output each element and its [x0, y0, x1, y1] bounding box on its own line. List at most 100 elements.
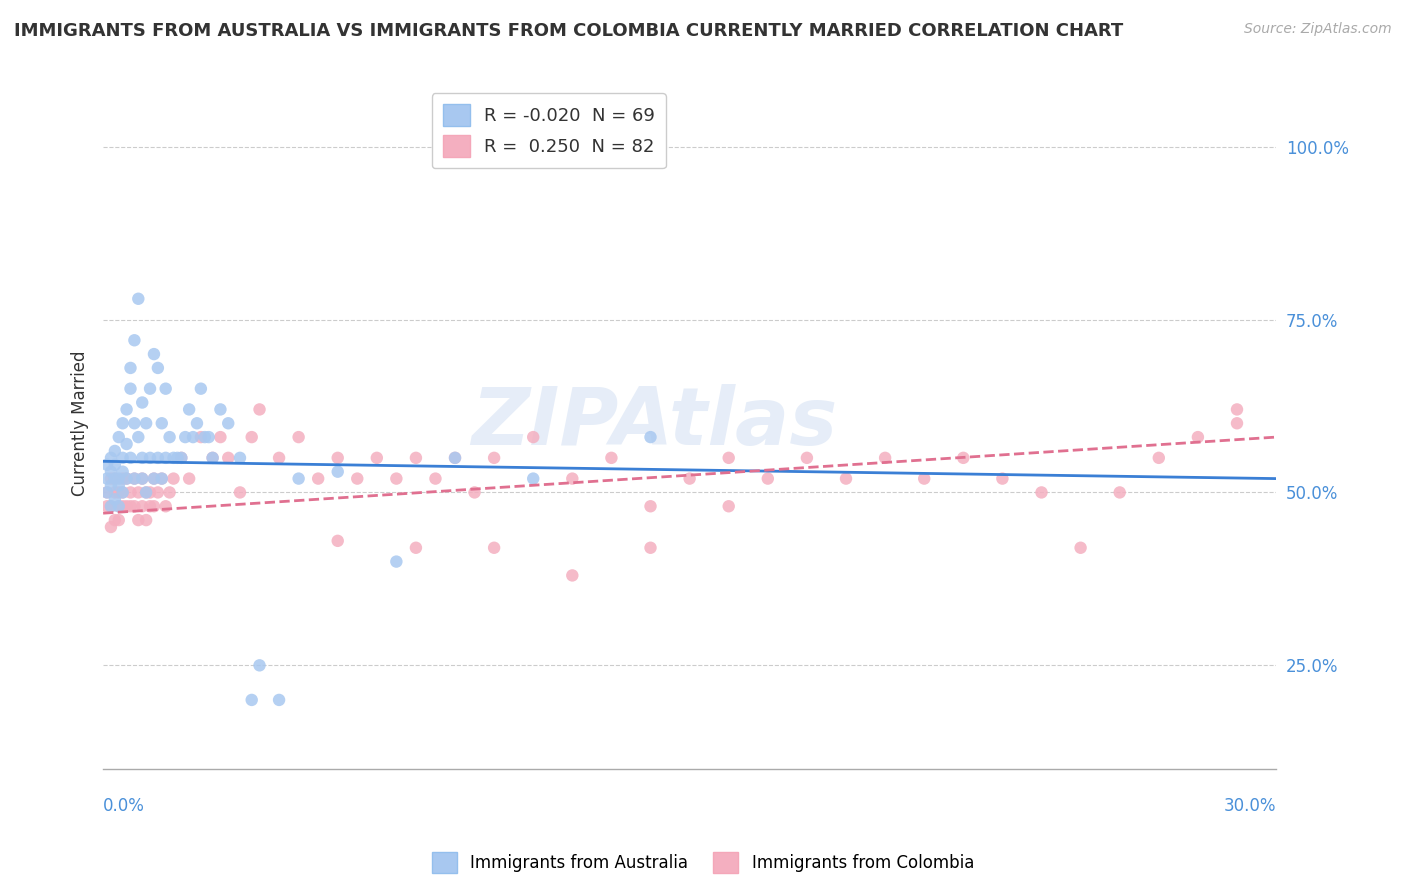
Point — [150, 417, 173, 431]
Point — [155, 500, 177, 514]
Point — [135, 485, 157, 500]
Point — [600, 450, 623, 465]
Point — [1108, 485, 1130, 500]
Point — [405, 541, 427, 555]
Point — [111, 485, 134, 500]
Point — [104, 485, 127, 500]
Point — [385, 555, 408, 569]
Point — [326, 533, 349, 548]
Point — [217, 450, 239, 465]
Point — [139, 500, 162, 514]
Point — [104, 444, 127, 458]
Point — [194, 430, 217, 444]
Point — [155, 450, 177, 465]
Point — [96, 500, 118, 514]
Point — [124, 472, 146, 486]
Point — [100, 500, 122, 514]
Text: 30.0%: 30.0% — [1223, 797, 1277, 814]
Point — [952, 450, 974, 465]
Point — [1070, 541, 1092, 555]
Point — [209, 430, 232, 444]
Point — [100, 450, 122, 465]
Point — [104, 513, 127, 527]
Point — [131, 472, 153, 486]
Point — [159, 430, 181, 444]
Point — [131, 500, 153, 514]
Point — [107, 485, 129, 500]
Point — [179, 402, 201, 417]
Point — [190, 430, 212, 444]
Point — [209, 402, 232, 417]
Point — [124, 333, 146, 347]
Point — [267, 693, 290, 707]
Point — [127, 485, 149, 500]
Point — [181, 430, 204, 444]
Point — [174, 430, 197, 444]
Point — [100, 465, 122, 479]
Legend: Immigrants from Australia, Immigrants from Colombia: Immigrants from Australia, Immigrants fr… — [425, 846, 981, 880]
Point — [104, 458, 127, 472]
Point — [115, 472, 138, 486]
Point — [162, 450, 184, 465]
Point — [146, 450, 169, 465]
Point — [991, 472, 1014, 486]
Point — [229, 485, 252, 500]
Point — [100, 500, 122, 514]
Point — [249, 658, 271, 673]
Point — [640, 430, 662, 444]
Point — [127, 513, 149, 527]
Point — [131, 395, 153, 409]
Text: Source: ZipAtlas.com: Source: ZipAtlas.com — [1244, 22, 1392, 37]
Point — [111, 472, 134, 486]
Point — [179, 472, 201, 486]
Point — [155, 382, 177, 396]
Point — [107, 478, 129, 492]
Point — [366, 450, 388, 465]
Point — [561, 568, 583, 582]
Point — [912, 472, 935, 486]
Point — [120, 360, 142, 375]
Point — [166, 450, 188, 465]
Point — [139, 485, 162, 500]
Point — [1187, 430, 1209, 444]
Point — [240, 430, 263, 444]
Point — [678, 472, 700, 486]
Point — [1226, 417, 1249, 431]
Point — [796, 450, 818, 465]
Point — [100, 478, 122, 492]
Point — [287, 430, 309, 444]
Text: IMMIGRANTS FROM AUSTRALIA VS IMMIGRANTS FROM COLOMBIA CURRENTLY MARRIED CORRELAT: IMMIGRANTS FROM AUSTRALIA VS IMMIGRANTS … — [14, 22, 1123, 40]
Point — [96, 472, 118, 486]
Y-axis label: Currently Married: Currently Married — [72, 351, 89, 496]
Point — [346, 472, 368, 486]
Point — [120, 382, 142, 396]
Point — [111, 500, 134, 514]
Point — [717, 500, 740, 514]
Text: 0.0%: 0.0% — [103, 797, 145, 814]
Point — [127, 430, 149, 444]
Point — [120, 450, 142, 465]
Point — [522, 430, 544, 444]
Point — [482, 450, 505, 465]
Point — [104, 472, 127, 486]
Point — [425, 472, 447, 486]
Point — [107, 500, 129, 514]
Point — [561, 472, 583, 486]
Legend: R = -0.020  N = 69, R =  0.250  N = 82: R = -0.020 N = 69, R = 0.250 N = 82 — [432, 94, 666, 168]
Point — [135, 513, 157, 527]
Point — [444, 450, 467, 465]
Point — [120, 485, 142, 500]
Point — [640, 500, 662, 514]
Point — [115, 437, 138, 451]
Point — [96, 485, 118, 500]
Point — [240, 693, 263, 707]
Point — [159, 485, 181, 500]
Point — [143, 347, 166, 361]
Point — [522, 472, 544, 486]
Point — [135, 485, 157, 500]
Point — [111, 465, 134, 479]
Point — [146, 485, 169, 500]
Point — [287, 472, 309, 486]
Point — [146, 360, 169, 375]
Point — [197, 430, 219, 444]
